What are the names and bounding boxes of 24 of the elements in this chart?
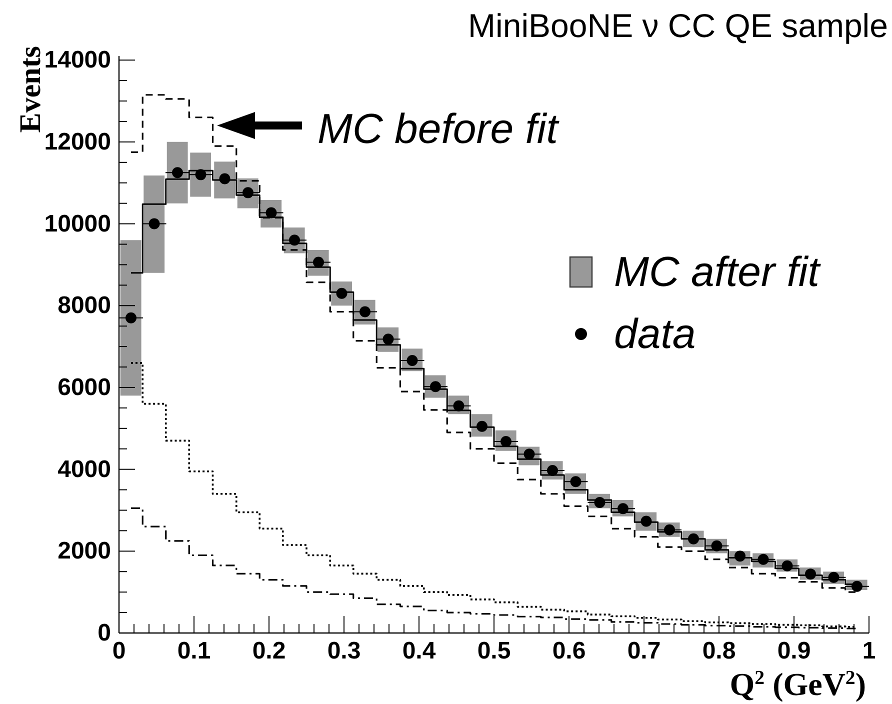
x-tick-label: 0.2 — [252, 638, 286, 664]
x-tick-label: 0.7 — [627, 638, 661, 664]
x-tick-label: 1 — [862, 638, 876, 664]
x-tick-label: 0.3 — [327, 638, 361, 664]
annotation: MC before fit — [318, 104, 558, 152]
x-tick-label: 0.5 — [477, 638, 511, 664]
x-axis-title: Q$^{2}$ (GeV$^{2}$) — [730, 666, 866, 702]
legend-label: data — [614, 310, 696, 357]
y-tick-label: 10000 — [44, 210, 111, 238]
x-tick-label: 0.6 — [552, 638, 586, 664]
y-axis-title: Events — [14, 46, 46, 133]
y-tick-label: 4000 — [58, 456, 111, 483]
y-tick-label: 2000 — [58, 538, 111, 565]
chart-title: MiniBooNE ν CC QE sample — [468, 7, 888, 44]
y-tick-label: 6000 — [58, 374, 111, 401]
y-tick-label: 14000 — [44, 46, 111, 74]
y-tick-label: 8000 — [58, 292, 111, 320]
x-tick-label: 0.4 — [402, 638, 436, 664]
x-tick-label: 0.1 — [177, 638, 211, 664]
x-tick-label: 0.9 — [777, 638, 811, 664]
legend-label: MC after fit — [614, 248, 820, 295]
y-tick-label: 0 — [98, 620, 111, 646]
y-tick-label: 12000 — [44, 128, 111, 156]
x-tick-label: 0.8 — [702, 638, 736, 664]
